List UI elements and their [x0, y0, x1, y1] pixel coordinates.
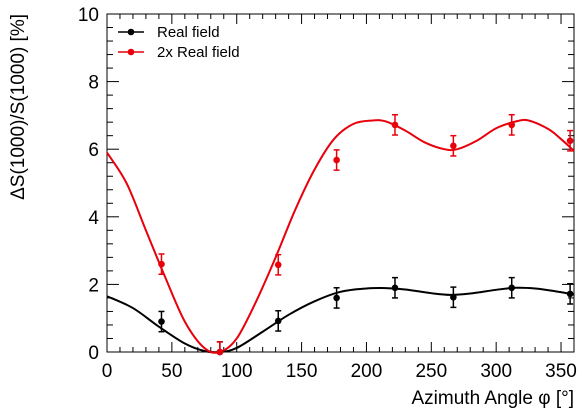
x-tick-label: 50 [161, 361, 182, 382]
legend-label: 2x Real field [157, 44, 240, 61]
y-tick-label: 2 [88, 275, 99, 296]
data-point-series-1 [391, 121, 399, 129]
y-tick-label: 4 [88, 208, 99, 229]
data-point-series-1 [216, 348, 224, 356]
x-tick-label: 300 [480, 361, 512, 382]
x-tick-label: 350 [545, 361, 577, 382]
data-point-series-0 [508, 284, 516, 292]
y-tick-label: 10 [78, 5, 99, 26]
x-tick-label: 150 [286, 361, 318, 382]
data-point-series-0 [391, 284, 399, 292]
x-tick-label: 250 [415, 361, 447, 382]
data-point-series-0 [333, 294, 340, 302]
legend-label: Real field [157, 24, 220, 41]
fit-curves-group [106, 118, 575, 354]
data-point-series-1 [450, 142, 457, 150]
y-tick-label: 0 [88, 343, 99, 364]
data-points-group [158, 113, 574, 356]
x-tick-label: 100 [221, 361, 253, 382]
y-axis-label: ΔS(1000)/S(1000) [%] [8, 14, 29, 200]
data-point-series-0 [274, 317, 282, 325]
data-point-series-1 [274, 261, 282, 269]
data-point-series-0 [158, 318, 165, 325]
legend-marker [127, 28, 135, 36]
legend: Real field 2x Real field [118, 24, 240, 61]
data-point-series-1 [158, 260, 165, 268]
data-point-series-1 [508, 121, 516, 129]
y-tick-label: 6 [88, 140, 99, 161]
plot-frame [106, 13, 575, 353]
axes-group: 0 50 100 150 200 250 300 350 0 2 4 6 8 10 [78, 5, 577, 382]
x-tick-label: 0 [102, 361, 113, 382]
data-point-series-0 [566, 290, 574, 298]
x-tick-label: 200 [351, 361, 383, 382]
x-axis-label: Azimuth Angle φ [°] [412, 388, 575, 409]
data-point-series-1 [333, 156, 340, 164]
data-point-series-0 [450, 293, 457, 301]
y-tick-label: 8 [88, 73, 99, 94]
fit-curve-series-0 [106, 286, 575, 354]
legend-marker [127, 48, 135, 56]
fit-curve-series-1 [106, 118, 575, 354]
data-point-series-1 [566, 137, 574, 145]
